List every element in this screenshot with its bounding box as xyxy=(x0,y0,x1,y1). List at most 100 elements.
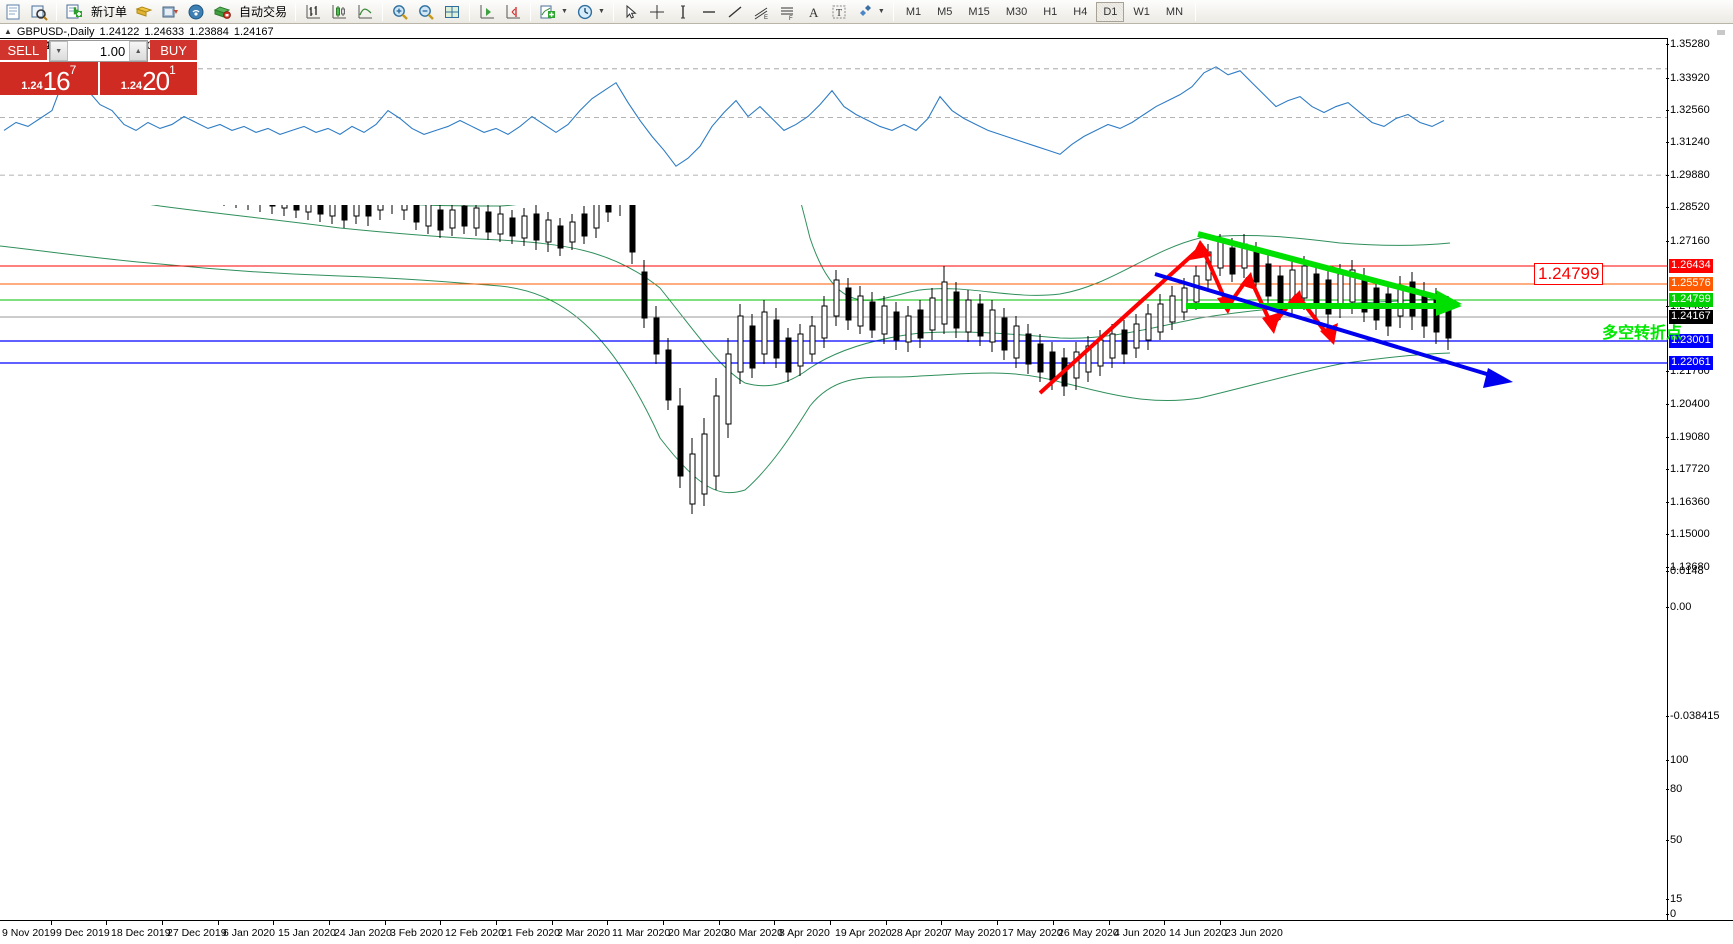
grid-icon[interactable] xyxy=(440,1,464,23)
chevron-down-icon[interactable]: ▼ xyxy=(877,8,885,15)
chevron-down-icon[interactable]: ▼ xyxy=(561,8,568,15)
price-tick: 1.16360 xyxy=(1666,496,1710,508)
chart-area[interactable]: MACD(12,26,9) 0.000032 0.002829 RSI(14) … xyxy=(0,38,1733,920)
volume-increase-icon[interactable]: ▲ xyxy=(129,41,148,61)
svg-text:F: F xyxy=(789,16,793,21)
timeframe-d1[interactable]: D1 xyxy=(1096,1,1125,22)
price-level-tag-current[interactable]: 1.24167 xyxy=(1669,310,1713,324)
cursor-icon[interactable] xyxy=(619,1,643,23)
zoom-out-icon[interactable] xyxy=(414,1,438,23)
timeframe-m5[interactable]: M5 xyxy=(937,5,953,18)
download-icon[interactable] xyxy=(158,1,182,23)
wifi-icon[interactable] xyxy=(184,1,208,23)
timeframe-mn[interactable]: MN xyxy=(1165,5,1184,18)
date-label: 9 Dec 2019 xyxy=(51,921,110,939)
price-level-tag-support2[interactable]: 1.22061 xyxy=(1669,356,1713,370)
macd-tick: 0.0148 xyxy=(1666,565,1704,577)
shift-end-icon[interactable] xyxy=(501,1,525,23)
price-level-tag-support1[interactable]: 1.23001 xyxy=(1669,334,1713,348)
toolbar-separator xyxy=(295,2,297,21)
date-label: 3 Feb 2020 xyxy=(384,921,444,939)
crosshair-icon[interactable] xyxy=(645,1,669,23)
autotrading-icon[interactable] xyxy=(210,1,234,23)
main-toolbar: 新订单 自动交易 ▼ ▼ xyxy=(0,0,1733,24)
sell-button[interactable]: SELL xyxy=(0,40,47,62)
svg-text:T: T xyxy=(836,8,842,19)
date-label: 9 Nov 2019 xyxy=(2,927,56,939)
price-level-tag-pivot[interactable]: 1.24799 xyxy=(1669,293,1713,307)
bar-chart-icon[interactable] xyxy=(301,1,325,23)
symbol-info-line: ▲ GBPUSD-,Daily 1.24122 1.24633 1.23884 … xyxy=(0,25,274,38)
text-cursor-icon[interactable] xyxy=(671,1,695,23)
rsi-tick: 50 xyxy=(1665,834,1683,846)
shift-start-icon[interactable] xyxy=(475,1,499,23)
text-icon[interactable]: A xyxy=(801,1,825,23)
toolbar-separator xyxy=(382,2,384,21)
price-tick: 1.35280 xyxy=(1666,38,1710,50)
turning-point-annotation[interactable]: 多空转折点 xyxy=(1602,323,1683,342)
add-indicator-icon[interactable]: ▼ xyxy=(536,1,571,23)
candlestick-chart-icon[interactable] xyxy=(327,1,351,23)
price-scale-background[interactable] xyxy=(1668,38,1733,920)
one-click-trading-header: SELL ▼ 1.00 ▲ BUY xyxy=(0,40,197,62)
symbol-low: 1.23884 xyxy=(189,25,229,38)
timeframe-m1[interactable]: M1 xyxy=(905,5,922,18)
buy-button[interactable]: BUY xyxy=(150,40,197,62)
timeframe-h4[interactable]: H4 xyxy=(1073,5,1088,18)
chart-search-icon[interactable] xyxy=(27,1,51,23)
trendline-icon[interactable] xyxy=(723,1,747,23)
new-order-label[interactable]: 新订单 xyxy=(88,1,130,23)
price-callout-annotation[interactable]: 1.24799 xyxy=(1534,263,1604,285)
sell-price[interactable]: 1.24 16 7 xyxy=(0,62,98,95)
price-axis-line xyxy=(1667,38,1668,920)
period-clock-icon[interactable]: ▼ xyxy=(573,1,608,23)
timeframe-group: M1 M5 M15 M30 H1 H4 D1 W1 MN xyxy=(898,1,1191,22)
buy-price-main: 20 xyxy=(142,66,170,97)
price-level-tag-resistance2[interactable]: 1.25576 xyxy=(1669,277,1713,291)
sell-price-point: 7 xyxy=(69,63,77,77)
timeframe-m15[interactable]: M15 xyxy=(968,5,990,18)
timeframe-h1[interactable]: H1 xyxy=(1043,5,1058,18)
date-label: 24 Jan 2020 xyxy=(329,921,392,939)
date-label: 6 Jan 2020 xyxy=(218,921,275,939)
date-label: 20 Mar 2020 xyxy=(663,921,727,939)
new-order-button[interactable] xyxy=(62,1,86,23)
chevron-down-icon[interactable]: ▼ xyxy=(597,8,605,15)
date-label: 14 Jun 2020 xyxy=(1164,921,1227,939)
autotrading-label[interactable]: 自动交易 xyxy=(236,1,290,23)
collapse-triangle-icon[interactable]: ▲ xyxy=(4,27,12,36)
fibonacci-icon[interactable]: F xyxy=(775,1,799,23)
zoom-in-icon[interactable] xyxy=(388,1,412,23)
buy-price-prefix: 1.24 xyxy=(120,80,143,92)
buy-price[interactable]: 1.24 20 1 xyxy=(97,62,197,97)
toolbar-separator xyxy=(892,2,894,21)
volume-stepper[interactable]: ▼ 1.00 ▲ xyxy=(48,40,149,62)
text-label-icon[interactable]: T xyxy=(827,1,851,23)
volume-value[interactable]: 1.00 xyxy=(99,43,126,59)
price-tick: 1.31240 xyxy=(1666,136,1710,148)
date-label: 8 Apr 2020 xyxy=(774,921,830,939)
date-label: 15 Jan 2020 xyxy=(273,921,336,939)
rsi-pane[interactable]: RSI(14) 46.5155 xyxy=(0,38,1733,195)
macd-tick: -0.038415 xyxy=(1666,710,1720,722)
folder-icon[interactable] xyxy=(132,1,156,23)
autotrading-text: 自动交易 xyxy=(239,5,288,19)
shapes-icon[interactable]: ▼ xyxy=(853,1,888,23)
document-icon[interactable] xyxy=(1,1,25,23)
price-level-tag-resistance1[interactable]: 1.26434 xyxy=(1669,259,1713,273)
timeframe-w1[interactable]: W1 xyxy=(1133,5,1150,18)
price-tick: 1.19080 xyxy=(1666,431,1710,443)
date-axis[interactable]: 9 Nov 2019 9 Dec 2019 18 Dec 2019 27 Dec… xyxy=(0,920,1733,944)
svg-text:E: E xyxy=(764,15,768,21)
price-tick: 1.17720 xyxy=(1666,463,1710,475)
new-order-text: 新订单 xyxy=(91,5,128,19)
equidistant-channel-icon[interactable]: E xyxy=(749,1,773,23)
rsi-tick: 15 xyxy=(1665,893,1683,905)
toolbar-separator xyxy=(56,2,57,21)
line-chart-icon[interactable] xyxy=(353,1,377,23)
chart-scrollbar-thumb[interactable] xyxy=(1717,30,1725,35)
toolbar-separator xyxy=(469,2,471,21)
timeframe-m30[interactable]: M30 xyxy=(1005,5,1028,18)
volume-decrease-icon[interactable]: ▼ xyxy=(49,41,68,61)
horizontal-line-icon[interactable] xyxy=(697,1,721,23)
